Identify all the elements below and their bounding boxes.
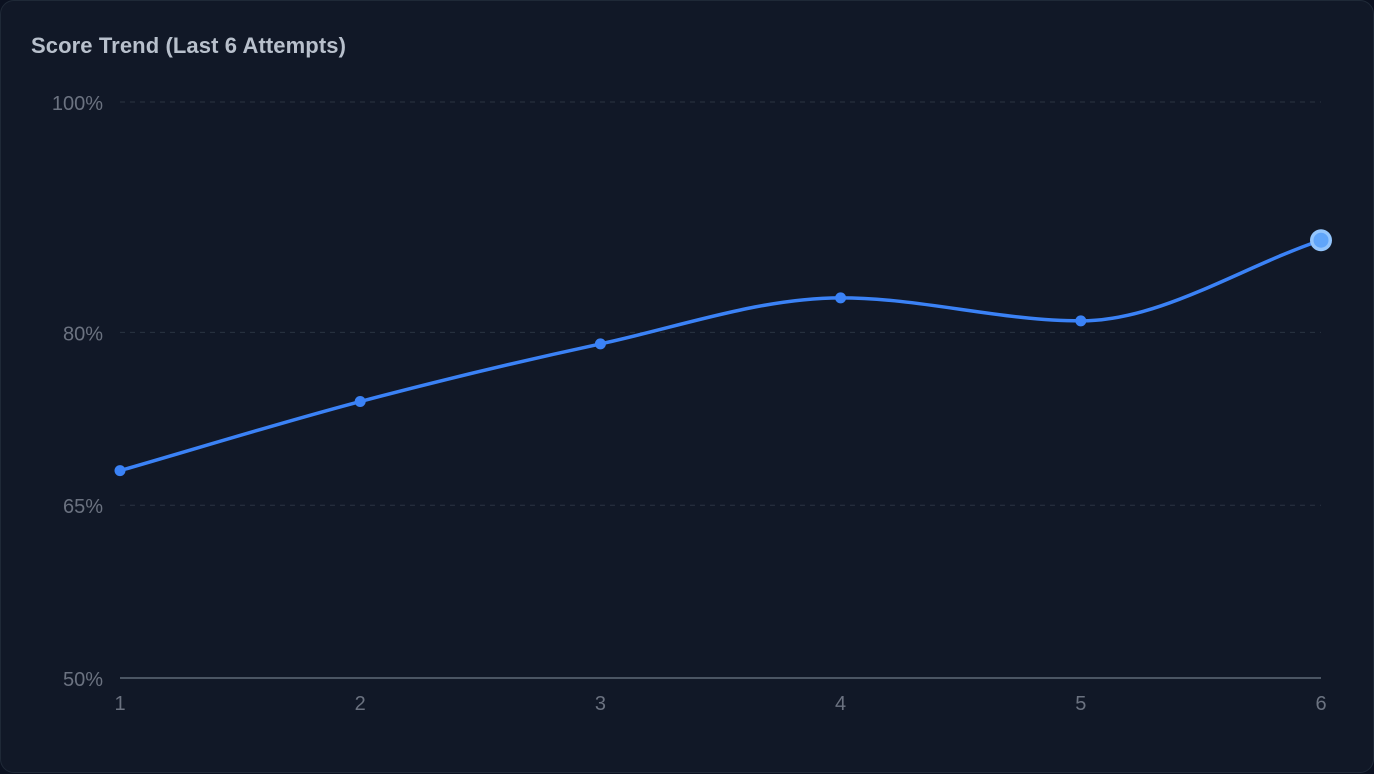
y-tick-label: 65% <box>63 496 103 518</box>
data-point[interactable] <box>354 396 366 408</box>
score-line <box>118 238 1323 473</box>
highlighted-data-point[interactable] <box>1313 232 1329 248</box>
y-tick-label: 80% <box>63 323 103 345</box>
data-point[interactable] <box>594 338 606 350</box>
chart-title: Score Trend (Last 6 Attempts) <box>31 33 347 58</box>
x-tick-label: 6 <box>1315 693 1326 715</box>
data-point[interactable] <box>114 465 126 477</box>
x-tick-label: 5 <box>1075 693 1086 715</box>
x-tick-label: 3 <box>595 693 606 715</box>
data-point[interactable] <box>1075 315 1087 327</box>
data-point[interactable] <box>835 292 847 304</box>
x-tick-label: 4 <box>835 693 846 715</box>
x-tick-label: 2 <box>355 693 366 715</box>
y-tick-label: 50% <box>63 669 103 691</box>
x-tick-label: 1 <box>114 693 125 715</box>
y-tick-label: 100% <box>52 93 103 115</box>
